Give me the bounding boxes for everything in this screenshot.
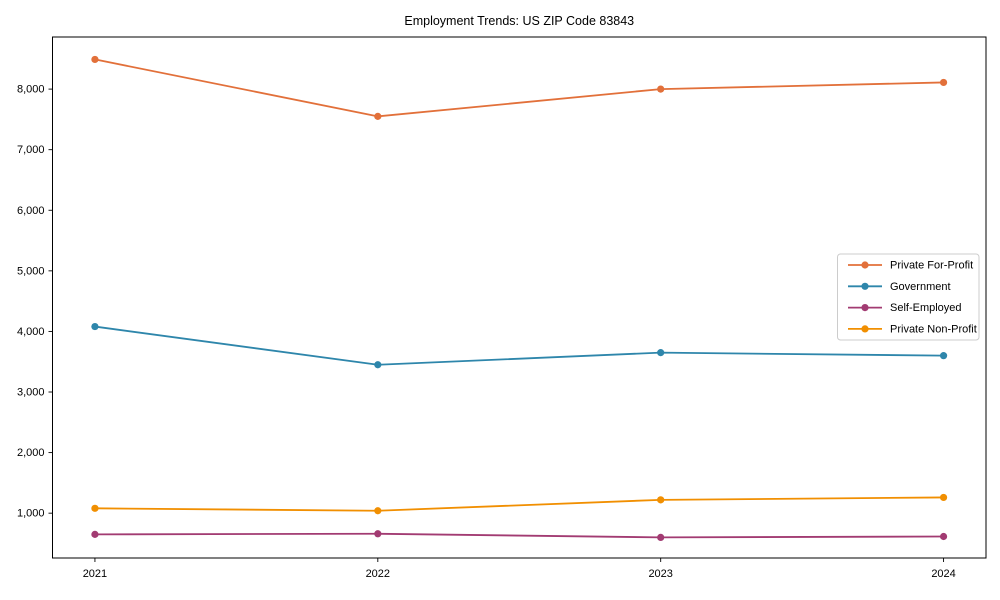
data-point-private-for-profit-2023 bbox=[657, 85, 665, 93]
data-point-self-employed-2024 bbox=[939, 532, 948, 541]
legend-label: Self-Employed bbox=[890, 302, 962, 314]
series-line-government bbox=[94, 325, 945, 366]
data-point-private-non-profit-2023 bbox=[657, 496, 665, 504]
data-point-private-non-profit-2022 bbox=[374, 507, 382, 515]
legend-swatch-marker bbox=[861, 325, 869, 333]
legend-swatch-marker bbox=[861, 304, 869, 312]
legend-label: Government bbox=[890, 281, 951, 293]
legend: Private For-Profit Government Self-Employe… bbox=[837, 253, 980, 341]
x-tick-label: 2023 bbox=[648, 568, 672, 580]
data-point-private-for-profit-2024 bbox=[939, 78, 948, 87]
legend-swatch-marker bbox=[861, 282, 869, 290]
data-point-private-non-profit-2024 bbox=[939, 493, 948, 502]
y-tick-label: 1,000 bbox=[17, 508, 45, 520]
data-point-self-employed-2023 bbox=[657, 533, 665, 542]
legend-label: Private For-Profit bbox=[890, 260, 973, 272]
y-tick-label: 8,000 bbox=[17, 84, 45, 96]
legend-box bbox=[837, 253, 980, 341]
y-tick-label: 2,000 bbox=[17, 447, 45, 459]
x-tick-label: 2024 bbox=[931, 568, 955, 580]
axes-frame bbox=[52, 36, 987, 559]
legend-item-private-non-profit: Private Non-Profit bbox=[848, 323, 977, 335]
y-tick-label: 6,000 bbox=[17, 205, 45, 217]
y-tick-label: 3,000 bbox=[17, 387, 45, 399]
series-line-self-employed bbox=[94, 532, 945, 539]
y-tick-label: 7,000 bbox=[17, 144, 45, 156]
series-line-private-non-profit bbox=[94, 496, 945, 512]
legend-item-government: Government bbox=[848, 281, 951, 293]
x-tick-label: 2021 bbox=[83, 568, 107, 580]
chart-title: Employment Trends: US ZIP Code 83843 bbox=[404, 14, 634, 28]
data-point-self-employed-2021 bbox=[91, 530, 99, 538]
y-tick-label: 5,000 bbox=[17, 265, 45, 277]
legend-item-self-employed: Self-Employed bbox=[848, 302, 962, 314]
y-tick-label: 4,000 bbox=[17, 326, 45, 338]
data-point-government-2021 bbox=[91, 322, 99, 331]
data-point-government-2022 bbox=[374, 361, 382, 369]
legend-label: Private Non-Profit bbox=[890, 323, 977, 335]
legend-swatch-marker bbox=[861, 261, 869, 269]
legend-item-private-for-profit: Private For-Profit bbox=[848, 260, 973, 272]
data-point-self-employed-2022 bbox=[374, 530, 382, 538]
data-point-private-for-profit-2022 bbox=[374, 112, 382, 120]
data-point-private-for-profit-2021 bbox=[91, 55, 99, 64]
data-point-government-2023 bbox=[657, 349, 665, 357]
data-point-government-2024 bbox=[939, 352, 948, 360]
series-line-private-for-profit bbox=[94, 58, 945, 118]
data-point-private-non-profit-2021 bbox=[91, 504, 99, 512]
x-tick-label: 2022 bbox=[366, 568, 390, 580]
